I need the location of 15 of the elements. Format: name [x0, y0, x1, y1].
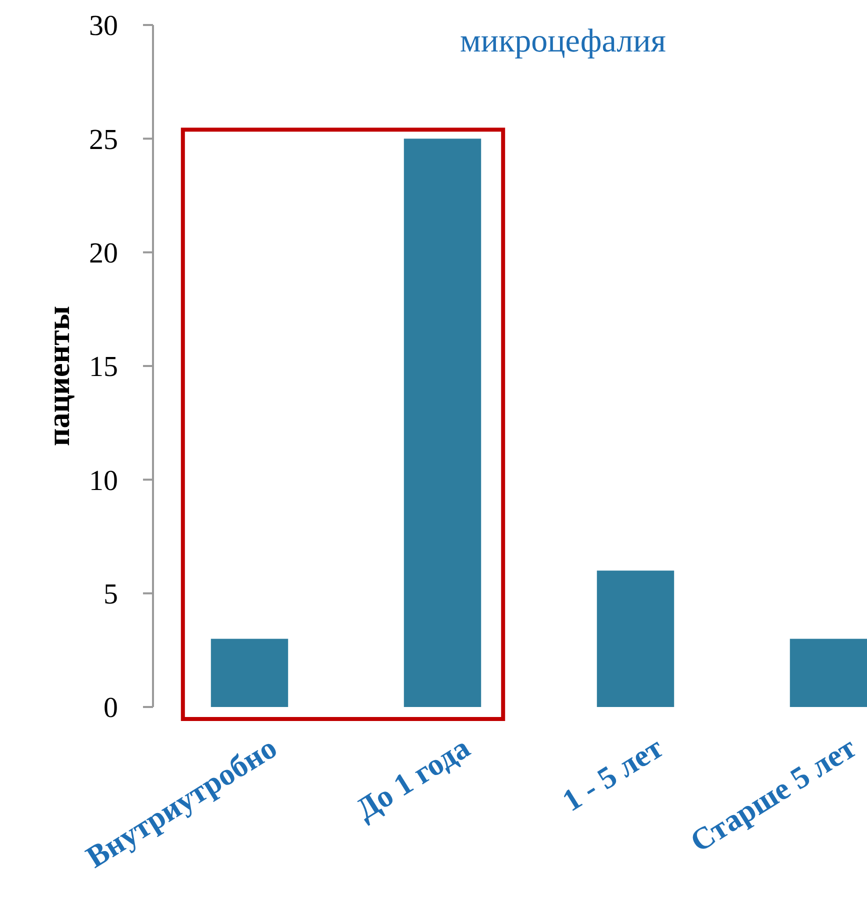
x-tick-label: До 1 года	[350, 729, 476, 827]
y-tick-label: 15	[89, 351, 118, 384]
y-tick-label: 0	[104, 692, 118, 724]
y-tick-label: 5	[104, 578, 118, 610]
y-axis-title: пациенты	[40, 306, 76, 446]
bar	[596, 570, 674, 707]
x-tick-label: 1 - 5 лет	[556, 730, 669, 818]
y-tick-label: 20	[89, 237, 118, 270]
bar	[210, 638, 288, 707]
bar	[790, 638, 867, 707]
chart-title: микроцефалия	[460, 24, 666, 60]
y-tick-label: 30	[89, 10, 118, 42]
bar	[404, 138, 482, 707]
y-tick-label: 25	[89, 124, 118, 156]
y-tick-label: 10	[89, 464, 118, 497]
